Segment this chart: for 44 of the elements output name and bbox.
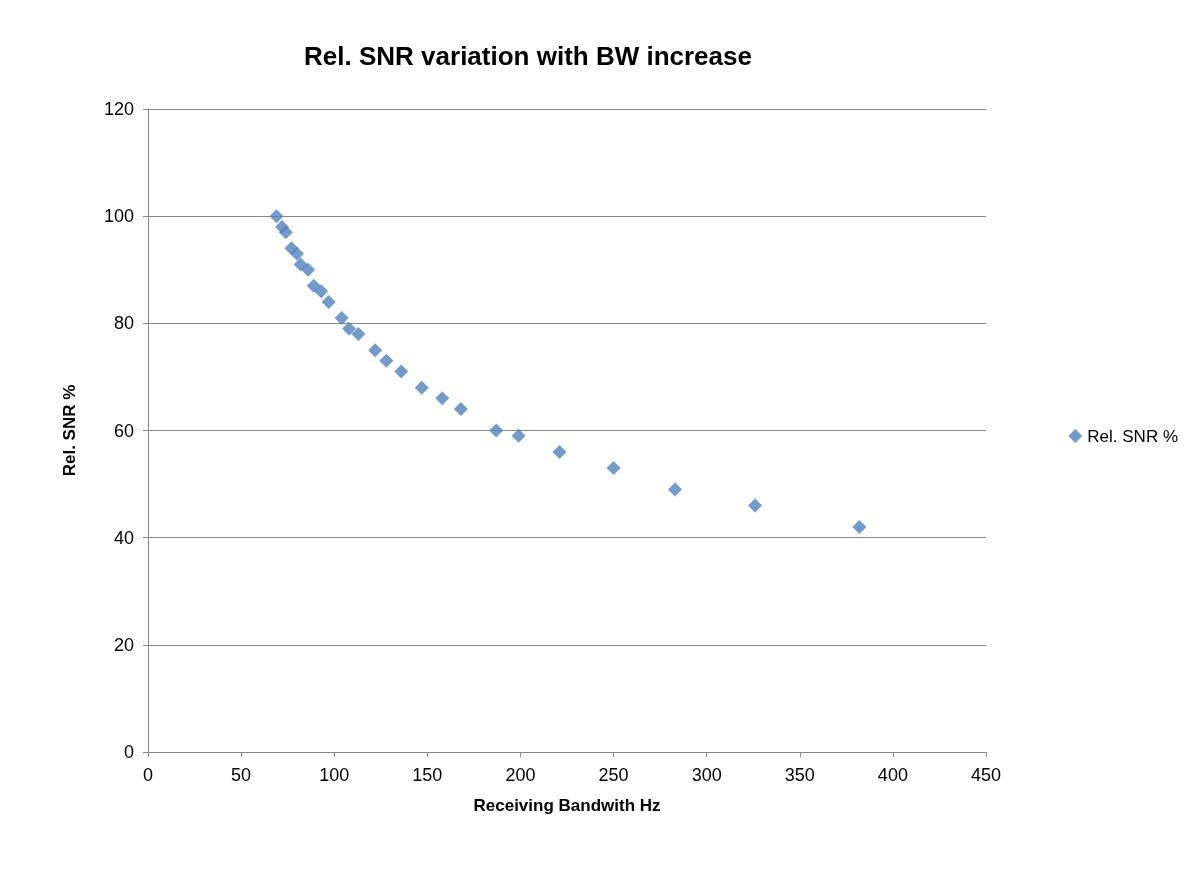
y-tick-label: 100 bbox=[103, 206, 134, 227]
point bbox=[852, 519, 867, 534]
chart-title: Rel. SNR variation with BW increase bbox=[304, 41, 752, 71]
x-tick-label: 0 bbox=[142, 765, 154, 785]
y-tick-label: 60 bbox=[113, 420, 134, 441]
x-tick-label: 100 bbox=[319, 765, 350, 785]
point bbox=[668, 482, 683, 497]
y-tick-label: 120 bbox=[103, 99, 134, 119]
point bbox=[453, 402, 468, 417]
point bbox=[489, 423, 504, 438]
x-tick-label: 200 bbox=[505, 765, 536, 785]
point bbox=[314, 284, 329, 299]
y-axis-title: Rel. SNR % bbox=[60, 384, 79, 477]
point bbox=[334, 310, 349, 325]
point bbox=[368, 343, 383, 358]
point bbox=[301, 262, 316, 277]
point bbox=[394, 364, 409, 379]
point bbox=[278, 225, 293, 240]
legend-label: Rel. SNR % bbox=[1087, 426, 1178, 446]
y-tick-label: 0 bbox=[123, 742, 134, 762]
point bbox=[306, 278, 321, 293]
x-axis-title: Receiving Bandwith Hz bbox=[473, 796, 661, 815]
x-tick-label: 450 bbox=[970, 765, 1002, 785]
point bbox=[435, 391, 450, 406]
y-tick-label: 80 bbox=[113, 313, 134, 334]
point bbox=[379, 353, 394, 368]
x-tick-label: 400 bbox=[877, 765, 908, 785]
y-tick-label: 40 bbox=[113, 527, 134, 548]
point bbox=[321, 294, 336, 309]
point bbox=[552, 444, 567, 459]
point bbox=[748, 498, 763, 513]
point bbox=[342, 321, 357, 336]
point bbox=[414, 380, 429, 395]
point bbox=[289, 246, 304, 261]
x-tick-label: 250 bbox=[598, 765, 629, 785]
point bbox=[351, 327, 366, 342]
point bbox=[511, 428, 526, 443]
x-tick-label: 350 bbox=[784, 765, 815, 785]
x-tick-label: 150 bbox=[412, 765, 443, 785]
point bbox=[269, 209, 284, 224]
x-tick-label: 50 bbox=[231, 765, 252, 785]
y-tick-label: 20 bbox=[113, 634, 134, 655]
x-tick-label: 300 bbox=[691, 765, 722, 785]
point bbox=[606, 461, 621, 476]
